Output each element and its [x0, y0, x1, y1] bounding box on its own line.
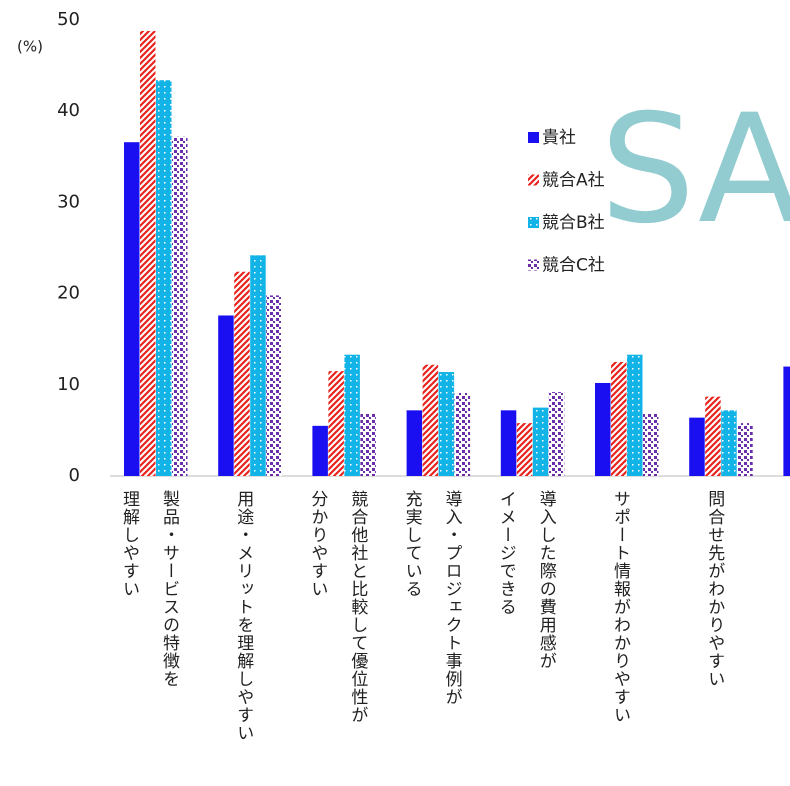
legend-label: 貴社 [542, 128, 576, 148]
legend-swatch [528, 174, 539, 186]
bar [548, 392, 565, 476]
bar [172, 136, 188, 476]
bar [328, 371, 344, 476]
bar [124, 142, 140, 476]
bar [438, 372, 455, 476]
bar [422, 364, 439, 476]
legend-swatch [528, 132, 539, 143]
bar [360, 413, 376, 476]
bar [532, 407, 549, 476]
x-tick-label: 製品・サービスの特徴を 理解しやすい [119, 490, 179, 688]
legend-swatch [528, 259, 539, 271]
bar [140, 30, 156, 476]
legend-label: 競合A社 [542, 171, 605, 191]
y-tick-label: 30 [57, 191, 80, 212]
bar [156, 80, 172, 476]
x-tick-label: 用途・メリットを理解しやすい [233, 490, 254, 742]
bar [643, 413, 659, 476]
legend-swatch [528, 217, 539, 228]
bar [312, 425, 328, 476]
bar [266, 295, 282, 476]
bar [611, 362, 627, 476]
bar [595, 382, 611, 476]
bar [737, 423, 753, 476]
y-tick-label: 20 [57, 283, 80, 304]
bar [705, 396, 721, 476]
bar [454, 393, 471, 476]
x-tick-label: サポート情報がわかりやすい [610, 490, 630, 724]
y-tick-label: 10 [57, 374, 80, 395]
bar [627, 354, 643, 476]
bar [783, 366, 790, 476]
watermark: SA [600, 83, 790, 257]
bar [234, 271, 250, 476]
y-tick-label: 0 [69, 465, 80, 486]
bar [250, 255, 266, 476]
y-axis-label: (%) [17, 38, 43, 56]
bar [689, 417, 705, 476]
bar [500, 410, 517, 476]
legend-label: 競合C社 [542, 256, 605, 276]
bar [406, 410, 423, 476]
x-tick-label: 導入した際の費用感が イメージできる [495, 490, 556, 670]
x-tick-label: 問合せ先がわかりやすい [704, 490, 725, 688]
bar [516, 423, 533, 476]
bar [721, 410, 737, 476]
y-tick-label: 50 [57, 9, 80, 30]
bar [344, 354, 360, 476]
legend-label: 競合B社 [542, 213, 605, 233]
bar [218, 315, 234, 476]
y-tick-label: 40 [57, 100, 80, 121]
x-tick-label: 競合他社と比較して優位性が 分かりやすい [307, 490, 368, 724]
x-tick-label: 導入・プロジェクト事例が 充実している [401, 490, 462, 706]
